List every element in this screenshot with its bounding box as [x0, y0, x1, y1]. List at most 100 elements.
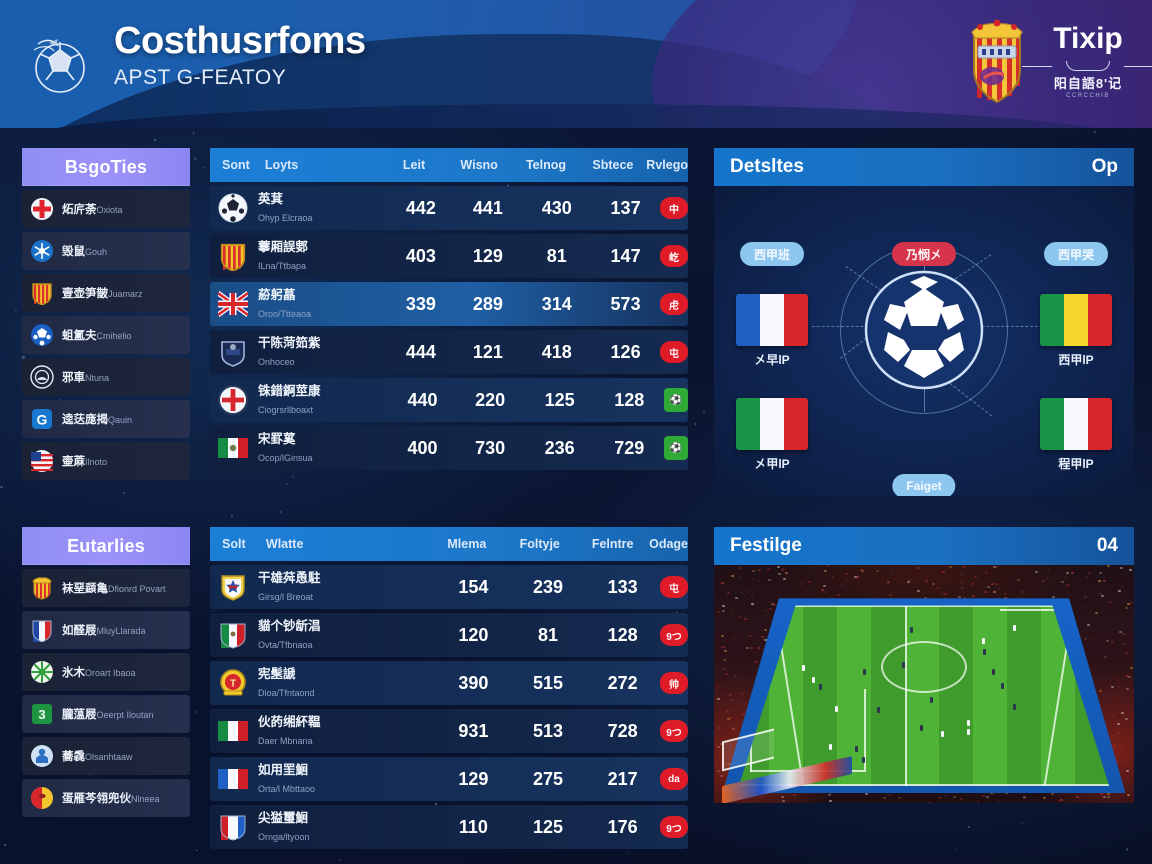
sidebar-item-text: 蛆氲夫Cmihelio: [62, 326, 132, 344]
row-value-2: 515: [532, 672, 564, 693]
table-bottom-header-row: Solt Wlatte Mlema Foltyje Felntre Odage: [210, 527, 688, 561]
column-header-3[interactable]: Wisno: [460, 158, 498, 172]
column-header-4[interactable]: Telnog: [525, 158, 566, 172]
flag-node-1[interactable]: 西甲lP: [1040, 294, 1112, 368]
row-desc: Ohyp Elcraoa: [258, 213, 313, 223]
row-value-1: 390: [458, 672, 489, 693]
column-header-3[interactable]: Foltyje: [519, 537, 560, 551]
status-badge[interactable]: 帅: [660, 672, 688, 694]
france-flag-icon: [218, 764, 248, 794]
status-badge[interactable]: ⚽: [664, 388, 688, 412]
header-titles: Costhusrfoms APST G-FEATOY: [114, 20, 366, 90]
blue-badge-icon: [30, 744, 54, 768]
column-header-5[interactable]: Sbtece: [592, 158, 634, 172]
status-badge[interactable]: 屹: [660, 245, 688, 267]
row-name-cell: 干陈菏筎紫 Onhoceo: [254, 334, 388, 370]
row-value-3: 418: [541, 341, 572, 362]
sidebar-item-desc: Juamarz: [108, 289, 143, 299]
status-badge[interactable]: 屯: [660, 341, 688, 363]
row-icon-cell: [210, 764, 254, 794]
status-badge[interactable]: ⚽: [664, 436, 688, 460]
flag-node-0[interactable]: 㐅早lP: [736, 294, 808, 368]
sidebar-item-label: 朧蕰屐: [62, 709, 97, 721]
table-row[interactable]: 英萁 Ohyp Elcraoa 442 441 430 137 中: [210, 186, 688, 230]
row-value-3: 217: [607, 768, 638, 789]
details-pill-1[interactable]: 乃悯㐅: [891, 242, 957, 266]
row-desc: Girsg/l Breoat: [258, 592, 314, 602]
status-badge[interactable]: 9つ: [660, 720, 688, 742]
status-badge[interactable]: da: [660, 768, 688, 790]
table-row[interactable]: 铢錯錒莖康 Ciogrsrllboaxt 440 220 125 128 ⚽: [210, 378, 688, 422]
sidebar-item-top-3[interactable]: 蛆氲夫Cmihelio: [22, 316, 190, 354]
row-desc: Dioa/Tfntaond: [258, 688, 315, 698]
club-crest-icon: [966, 18, 1028, 104]
svg-text:3: 3: [38, 707, 45, 722]
column-header-2[interactable]: Mlema: [447, 537, 487, 551]
sidebar-item-bottom-0[interactable]: 袜堊頿亀Dfionrd Povart: [22, 569, 190, 607]
sidebar-item-top-0[interactable]: 炻庍荼Oxiota: [22, 190, 190, 228]
table-row[interactable]: 蒶躬蕌 Oroo/Ttteaoa 339 289 314 573 虍: [210, 282, 688, 326]
table-row[interactable]: T 宪髬謕 Dioa/Tfntaond 390 515 272 帅: [210, 661, 688, 705]
row-desc: Onhoceo: [258, 357, 295, 367]
sidebar-item-desc: Oeerpt Iloutan: [96, 710, 154, 720]
brand-lockup: Tixip 阳自語8'记 CCRCCHIB: [1022, 24, 1152, 99]
column-header-0[interactable]: Sont: [222, 158, 250, 172]
status-badge[interactable]: 虍: [660, 293, 688, 315]
sidebar-top-title: BsgoTies: [22, 148, 190, 186]
table-row[interactable]: 干雄荈恿駐 Girsg/l Breoat 154 239 133 屯: [210, 565, 688, 609]
row-name: 貓个钞龂淐: [258, 619, 321, 633]
row-desc: Ocop/lGinsua: [258, 453, 313, 463]
row-status-cell: ⚽: [664, 388, 688, 412]
stadium-pitch: [738, 605, 1110, 787]
table-row[interactable]: 如用罜鮰 Orta/l Mbttaoo 129 275 217 da: [210, 757, 688, 801]
column-header-5[interactable]: Odage: [649, 537, 689, 551]
row-value-2: 730: [475, 437, 506, 458]
sidebar-item-bottom-4[interactable]: 蕎毳Olsanhtaaw: [22, 737, 190, 775]
sidebar-item-text: 壷蔴Ilnoto: [62, 452, 107, 470]
row-desc: Ovta/Tfbnaoa: [258, 640, 313, 650]
status-badge[interactable]: 中: [660, 197, 688, 219]
sidebar-item-label: 壹壶笋皵: [62, 288, 108, 300]
column-header-1[interactable]: Loyts: [264, 158, 299, 172]
row-name: 尖獈璽鮰: [258, 811, 309, 825]
table-row[interactable]: 貓个钞龂淐 Ovta/Tfbnaoa 120 81 128 9つ: [210, 613, 688, 657]
column-header-0[interactable]: Solt: [222, 537, 246, 551]
row-value-2: 220: [475, 389, 506, 410]
sidebar-item-top-2[interactable]: 壹壶笋皵Juamarz: [22, 274, 190, 312]
flag-node-2[interactable]: 㐅甲lP: [736, 398, 808, 472]
details-pill-0[interactable]: 西甲班: [740, 242, 805, 266]
status-badge[interactable]: 9つ: [660, 816, 688, 838]
table-row[interactable]: 干陈菏筎紫 Onhoceo 444 121 418 126 屯: [210, 330, 688, 374]
column-header-2[interactable]: Leit: [402, 158, 426, 172]
red-cross-icon: [30, 197, 54, 221]
sidebar-item-bottom-3[interactable]: 3 朧蕰屐Oeerpt Iloutan: [22, 695, 190, 733]
row-value-2: 129: [472, 245, 503, 266]
sidebar-item-top-4[interactable]: 邪車Ntuna: [22, 358, 190, 396]
sidebar-item-label: 毁鼠: [62, 246, 85, 258]
flag-node-3[interactable]: 程甲lP: [1040, 398, 1112, 472]
sidebar-item-top-5[interactable]: G 逵荙庬揭Qauin: [22, 400, 190, 438]
sidebar-item-top-6[interactable]: 壷蔴Ilnoto: [22, 442, 190, 480]
details-pill-2[interactable]: 西甲哭: [1043, 242, 1108, 266]
sidebar-item-top-1[interactable]: 毁鼠Gouh: [22, 232, 190, 270]
row-name: 宋罫蒵: [258, 432, 296, 446]
brand-microtext: CCRCCHIB: [1066, 93, 1110, 99]
column-header-1[interactable]: Wlatte: [265, 537, 304, 551]
status-badge[interactable]: 9つ: [660, 624, 688, 646]
details-bottom-pill[interactable]: Faiget: [892, 474, 956, 496]
row-value-1: 444: [405, 341, 436, 362]
sidebar-item-bottom-2[interactable]: 氷木Oroart Ibaoa: [22, 653, 190, 691]
sidebar-item-label: 蕎毳: [62, 751, 85, 763]
column-header-6[interactable]: Rvlego: [646, 158, 688, 172]
sidebar-item-desc: Oroart Ibaoa: [85, 668, 136, 678]
table-row[interactable]: 宋罫蒵 Ocop/lGinsua 400 730 236 729 ⚽: [210, 426, 688, 470]
column-header-4[interactable]: Felntre: [591, 537, 634, 551]
sidebar-item-bottom-1[interactable]: 如醛屐MluyLlarada: [22, 611, 190, 649]
table-row[interactable]: 尖獈璽鮰 Ornga/ltyoon 110 125 176 9つ: [210, 805, 688, 849]
status-badge[interactable]: 屯: [660, 576, 688, 598]
table-row[interactable]: 伙菂缃紑鞰 Daer Mbnana 931 513 728 9つ: [210, 709, 688, 753]
row-name: 干雄荈恿駐: [258, 571, 321, 585]
sidebar-item-bottom-5[interactable]: 蛋雁芩翎兜伙Nlneea: [22, 779, 190, 817]
sidebar-item-text: 炻庍荼Oxiota: [62, 200, 123, 218]
table-row[interactable]: 藆厢誤鄋 ILna/Ttbapa 403 129 81 147 屹: [210, 234, 688, 278]
